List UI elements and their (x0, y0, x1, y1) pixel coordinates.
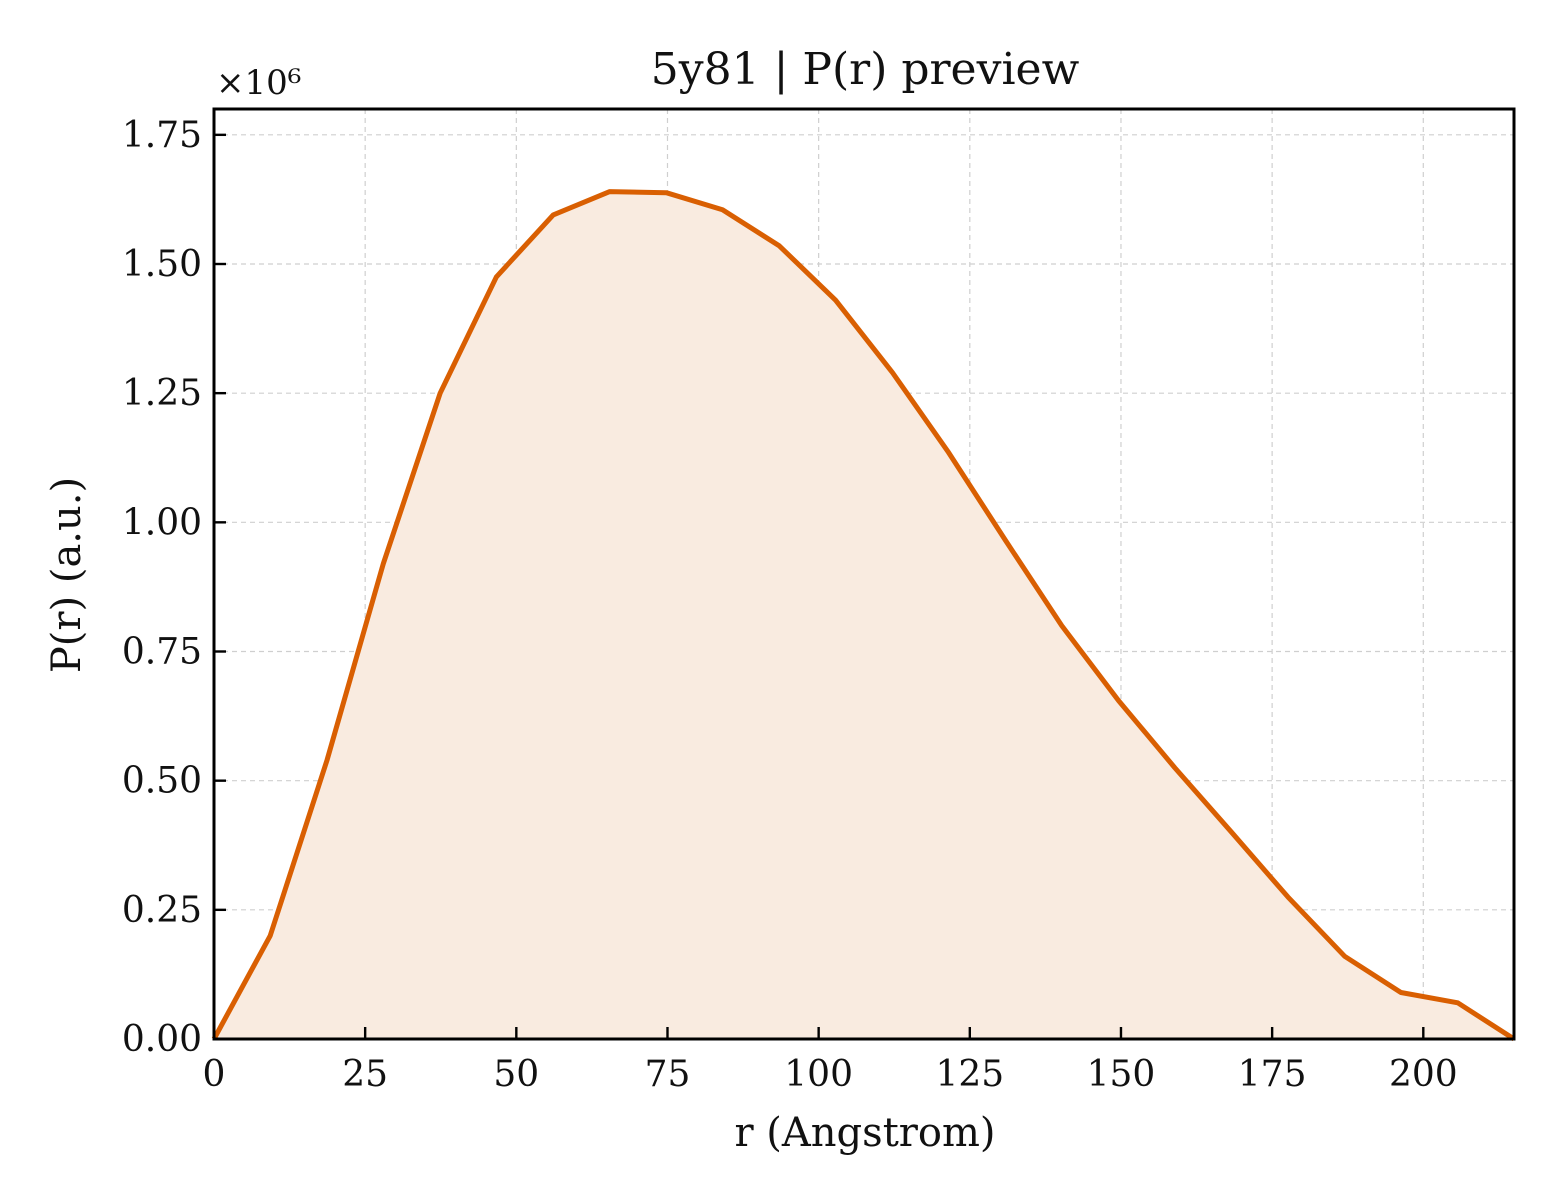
y-tick-label: 1.50 (122, 244, 202, 285)
series-line (211, 189, 1516, 1042)
y-tick-label: 0.75 (122, 632, 202, 673)
y-tick-label: 0.25 (122, 890, 202, 931)
y-tick-label: 0.00 (122, 1019, 202, 1060)
x-tick-label: 200 (1389, 1054, 1458, 1095)
plot-data (211, 189, 1516, 1042)
chart-title: 5y81 | P(r) preview (651, 44, 1080, 95)
y-tick-label: 1.00 (122, 502, 202, 543)
y-axis-label: P(r) (a.u.) (44, 477, 90, 673)
x-tick-label: 150 (1087, 1054, 1156, 1095)
series-area-fill (214, 191, 1514, 1039)
axes: 0 25 50 75 100 125 150 175 200 0.00 0.25 0.50 0.75 1.… (122, 107, 1516, 1095)
plot-frame (212, 107, 1516, 1041)
x-tick-label: 0 (203, 1054, 226, 1095)
x-tick-label: 75 (645, 1054, 691, 1095)
y-tick-label: 1.75 (122, 115, 202, 156)
x-tick-label: 175 (1238, 1054, 1307, 1095)
y-axis-multiplier: ×10⁶ (216, 63, 301, 103)
x-tick-label: 50 (493, 1054, 539, 1095)
x-axis-label: r (Angstrom) (734, 1110, 995, 1156)
x-tick-label: 25 (342, 1054, 388, 1095)
x-tick-label: 125 (935, 1054, 1004, 1095)
labels: 5y81 | P(r) preview r (Angstrom) P(r) (a… (44, 44, 1080, 1156)
y-tick-label: 1.25 (122, 373, 202, 414)
y-tick-label: 0.50 (122, 761, 202, 802)
x-tick-label: 100 (784, 1054, 853, 1095)
